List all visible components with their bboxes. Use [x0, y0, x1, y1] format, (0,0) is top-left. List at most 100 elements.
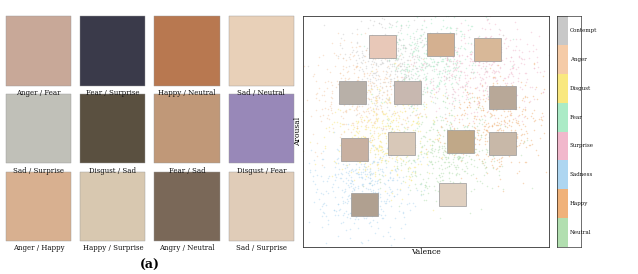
- Point: [492, 158, 502, 162]
- Point: [412, 46, 422, 50]
- Point: [386, 78, 396, 83]
- Point: [491, 37, 501, 41]
- Point: [426, 99, 436, 104]
- Point: [330, 160, 340, 164]
- Point: [419, 19, 429, 23]
- Point: [487, 124, 497, 128]
- Point: [461, 97, 471, 101]
- Point: [456, 159, 466, 163]
- Point: [308, 132, 318, 136]
- Point: [329, 130, 339, 134]
- Point: [432, 137, 442, 141]
- Point: [432, 62, 442, 67]
- Point: [398, 179, 408, 184]
- Point: [555, 105, 565, 110]
- Point: [351, 141, 361, 146]
- Point: [408, 90, 418, 94]
- Point: [472, 55, 482, 59]
- Point: [399, 76, 410, 81]
- Point: [375, 84, 385, 88]
- Point: [390, 51, 400, 55]
- Point: [470, 54, 480, 58]
- Point: [365, 165, 375, 170]
- Point: [383, 139, 394, 143]
- Point: [385, 168, 396, 172]
- Point: [460, 111, 470, 116]
- Point: [366, 108, 376, 112]
- Point: [389, 99, 399, 103]
- Point: [317, 204, 327, 208]
- Point: [487, 144, 498, 148]
- Point: [443, 152, 454, 156]
- Point: [406, 123, 416, 128]
- Point: [374, 176, 384, 181]
- Point: [365, 71, 375, 75]
- Point: [531, 70, 542, 74]
- Point: [350, 185, 360, 189]
- Point: [397, 46, 408, 50]
- Point: [388, 83, 398, 87]
- Point: [323, 107, 333, 111]
- Point: [357, 51, 367, 55]
- Point: [343, 69, 353, 74]
- Point: [437, 57, 447, 61]
- Point: [343, 81, 353, 85]
- Point: [440, 50, 450, 54]
- Point: [357, 167, 367, 171]
- Point: [417, 38, 427, 42]
- Point: [366, 198, 376, 203]
- Point: [531, 47, 542, 51]
- Point: [350, 129, 360, 133]
- Point: [363, 96, 373, 100]
- Point: [385, 123, 395, 128]
- Point: [399, 62, 409, 67]
- Point: [385, 84, 396, 89]
- Point: [507, 83, 517, 88]
- Point: [404, 208, 415, 212]
- Point: [372, 162, 382, 166]
- Point: [334, 71, 345, 75]
- Point: [430, 101, 440, 105]
- Point: [474, 47, 484, 52]
- Point: [369, 125, 380, 130]
- Point: [369, 152, 380, 156]
- Point: [394, 62, 404, 66]
- Point: [455, 149, 465, 153]
- Point: [442, 69, 452, 73]
- Point: [405, 81, 415, 86]
- Point: [488, 108, 498, 112]
- Point: [491, 104, 501, 109]
- Point: [488, 153, 498, 157]
- Point: [444, 59, 454, 63]
- Point: [514, 113, 524, 118]
- Point: [385, 124, 396, 128]
- Point: [481, 165, 491, 169]
- Point: [380, 173, 390, 177]
- Point: [454, 155, 464, 159]
- Point: [341, 209, 352, 213]
- Point: [494, 53, 505, 58]
- Point: [490, 95, 500, 99]
- Point: [464, 128, 474, 133]
- Point: [508, 129, 519, 134]
- Point: [411, 121, 421, 125]
- Point: [410, 128, 420, 132]
- Point: [438, 45, 448, 49]
- Point: [396, 161, 406, 165]
- Point: [336, 36, 346, 40]
- Point: [465, 211, 475, 215]
- Point: [349, 1, 359, 5]
- Point: [326, 102, 336, 106]
- Point: [497, 155, 507, 159]
- Point: [483, 154, 493, 158]
- Point: [305, 169, 315, 174]
- Point: [393, 93, 403, 98]
- Point: [403, 135, 413, 139]
- Point: [316, 151, 326, 156]
- Point: [474, 60, 484, 65]
- Point: [489, 75, 499, 79]
- Point: [394, 174, 404, 179]
- Point: [375, 167, 385, 172]
- Point: [378, 80, 389, 84]
- Point: [404, 82, 415, 87]
